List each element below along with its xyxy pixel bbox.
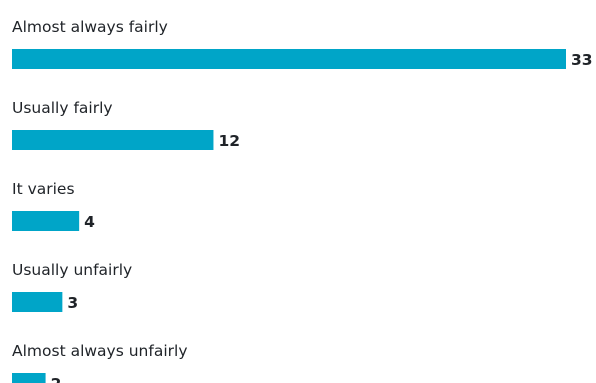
bar-row-usually-fairly: Usually fairly 12 (12, 99, 240, 150)
bar-usually-fairly (12, 130, 214, 150)
bar-almost-always-unfairly (12, 373, 46, 383)
bar-row-it-varies: It varies 4 (12, 180, 95, 231)
bar-row-usually-unfairly: Usually unfairly 3 (12, 261, 132, 312)
category-label-it-varies: It varies (12, 180, 75, 198)
value-label-almost-always-unfairly: 2 (51, 375, 62, 383)
category-label-almost-always-unfairly: Almost always unfairly (12, 342, 188, 360)
value-label-it-varies: 4 (84, 213, 95, 231)
category-label-usually-fairly: Usually fairly (12, 99, 113, 117)
category-label-usually-unfairly: Usually unfairly (12, 261, 132, 279)
bar-usually-unfairly (12, 292, 63, 312)
value-label-usually-fairly: 12 (218, 132, 240, 150)
category-label-almost-always-fairly: Almost always fairly (12, 18, 168, 36)
bar-row-almost-always-unfairly: Almost always unfairly 2 (12, 342, 188, 383)
value-label-almost-always-fairly: 33 (571, 51, 593, 69)
value-label-usually-unfairly: 3 (67, 294, 78, 312)
bar-it-varies (12, 211, 80, 231)
bar-almost-always-fairly (12, 49, 566, 69)
bar-row-almost-always-fairly: Almost always fairly 33 (12, 18, 593, 69)
